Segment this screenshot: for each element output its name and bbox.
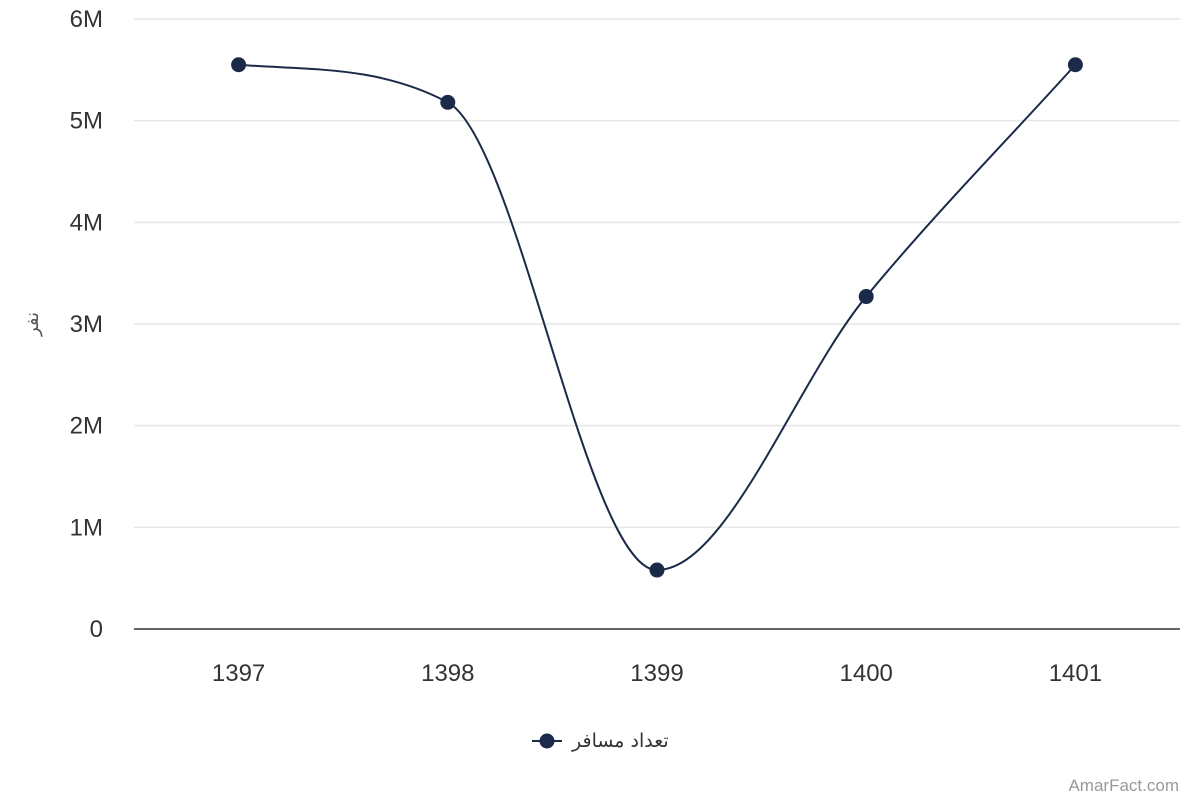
y-tick-label: 5M — [70, 108, 103, 135]
x-tick-label: 1397 — [212, 660, 265, 687]
y-axis-tick-labels: 0 1M 2M 3M 4M 5M 6M — [70, 6, 103, 643]
y-tick-label: 4M — [70, 209, 103, 236]
data-point — [649, 562, 665, 578]
data-point — [440, 94, 456, 110]
data-point — [231, 57, 247, 73]
series-line — [238, 63, 1077, 572]
y-tick-label: 2M — [70, 413, 103, 440]
y-axis-title: نفر — [22, 312, 43, 337]
data-point — [1067, 57, 1083, 73]
y-tick-label: 0 — [90, 616, 103, 643]
credit-link[interactable]: AmarFact.com — [1068, 776, 1179, 795]
legend-marker — [539, 733, 555, 749]
x-tick-label: 1398 — [421, 660, 474, 687]
legend[interactable]: تعداد مسافر — [532, 730, 669, 752]
data-point — [858, 289, 874, 305]
gridlines — [134, 18, 1180, 529]
y-tick-label: 1M — [70, 514, 103, 541]
x-axis-tick-labels: 1397 1398 1399 1400 1401 — [212, 660, 1102, 687]
series-layer — [231, 57, 1083, 578]
x-tick-label: 1401 — [1049, 660, 1102, 687]
y-tick-label: 3M — [70, 311, 103, 338]
x-tick-label: 1400 — [840, 660, 893, 687]
y-tick-label: 6M — [70, 6, 103, 33]
legend-label: تعداد مسافر — [571, 730, 669, 752]
x-tick-label: 1399 — [630, 660, 683, 687]
